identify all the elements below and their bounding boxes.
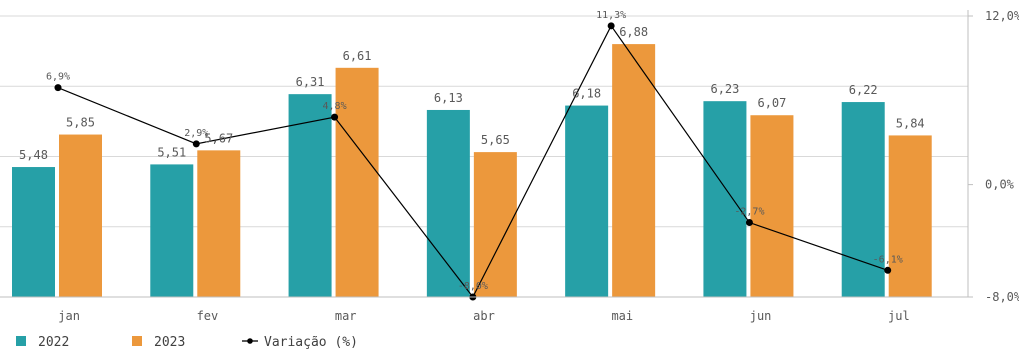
- bar-value-label: 5,48: [19, 148, 48, 162]
- x-tick-label-abr: abr: [473, 309, 495, 323]
- bar-value-label: 6,88: [619, 25, 648, 39]
- bar-2023-mar: [335, 67, 379, 297]
- legend-label: 2023: [154, 335, 185, 350]
- variation-point: [745, 219, 753, 227]
- bar-value-label: 6,31: [296, 75, 325, 89]
- bar-2023-jul: [888, 135, 932, 297]
- bar-value-label: 6,18: [572, 87, 601, 101]
- bar-2022-mai: [565, 105, 609, 297]
- variation-label: -6,1%: [873, 254, 903, 265]
- bar-2022-jan: [12, 167, 55, 297]
- right-axis-tick-label: -8,0%: [985, 290, 1019, 304]
- legend-item-2023[interactable]: 2023: [132, 335, 185, 350]
- bar-value-label: 5,65: [481, 133, 510, 147]
- variation-label: 4,8%: [323, 101, 347, 112]
- variation-label: 11,3%: [596, 10, 626, 21]
- bar-value-label: 5,84: [896, 116, 925, 130]
- bar-2023-fev: [197, 150, 241, 297]
- bar-2022-jul: [841, 102, 885, 298]
- variation-point: [884, 266, 892, 274]
- right-axis-tick-label: 0,0%: [985, 178, 1015, 192]
- bar-value-label: 6,13: [434, 91, 463, 105]
- legend-label: Variação (%): [264, 335, 358, 350]
- bar-value-label: 6,23: [710, 82, 739, 96]
- variation-label: -8,0%: [458, 281, 488, 292]
- x-tick-label-mar: mar: [335, 309, 357, 323]
- bar-value-label: 5,85: [66, 116, 95, 130]
- legend-swatch: [16, 336, 26, 346]
- x-tick-label-mai: mai: [611, 309, 633, 323]
- bar-value-label: 5,67: [204, 131, 233, 145]
- bar-value-label: 6,22: [849, 83, 878, 97]
- legend-marker: [247, 338, 253, 344]
- x-tick-label-jan: jan: [58, 309, 80, 323]
- variation-point: [607, 22, 615, 30]
- right-axis-tick-label: 12,0%: [985, 9, 1019, 23]
- variation-label: 2,9%: [184, 128, 208, 139]
- bar-2022-jun: [703, 101, 747, 297]
- x-tick-label-jul: jul: [888, 309, 910, 323]
- bar-2023-jan: [59, 134, 102, 297]
- bar-value-label: 5,51: [157, 145, 186, 159]
- bar-2022-abr: [426, 109, 470, 297]
- variation-point: [331, 113, 339, 121]
- bar-value-label: 6,07: [757, 96, 786, 110]
- bar-2023-jun: [750, 115, 794, 298]
- legend-item-2022[interactable]: 2022: [16, 335, 69, 350]
- variation-label: -2,7%: [734, 207, 764, 218]
- variation-label: 6,9%: [46, 72, 70, 83]
- variation-point: [192, 140, 200, 148]
- legend-item-Variação (%)[interactable]: Variação (%): [242, 335, 358, 350]
- legend-label: 2022: [38, 335, 69, 350]
- variation-point: [54, 84, 62, 92]
- x-tick-label-jun: jun: [750, 309, 772, 323]
- bar-2022-fev: [150, 164, 194, 297]
- bar-2022-mar: [288, 94, 332, 297]
- bar-value-label: 6,61: [343, 49, 372, 63]
- legend-swatch: [132, 336, 142, 346]
- bar-2023-mai: [612, 44, 656, 297]
- x-tick-label-fev: fev: [197, 309, 219, 323]
